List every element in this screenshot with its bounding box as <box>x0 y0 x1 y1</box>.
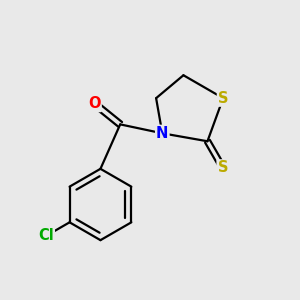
Text: N: N <box>156 126 169 141</box>
Text: Cl: Cl <box>38 228 54 243</box>
Text: O: O <box>88 96 101 111</box>
Text: S: S <box>218 91 228 106</box>
Text: S: S <box>218 160 228 175</box>
